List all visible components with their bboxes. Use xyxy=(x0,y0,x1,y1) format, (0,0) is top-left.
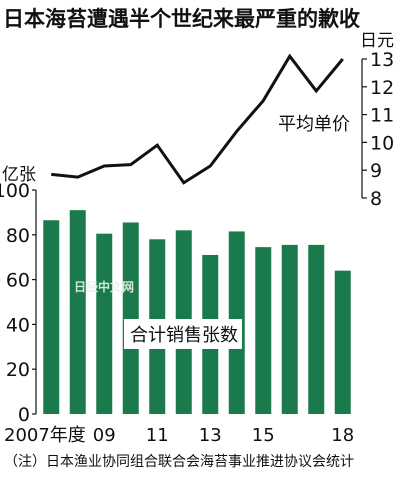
left-tick-label: 60 xyxy=(6,270,30,292)
bar-2017 xyxy=(308,244,325,414)
x-tick-label: 13 xyxy=(199,425,222,446)
bar-2015 xyxy=(255,247,272,414)
bar-2007 xyxy=(43,220,60,414)
line-series-label: 平均单价 xyxy=(278,114,350,135)
bar-2018 xyxy=(334,270,351,414)
bar-2016 xyxy=(281,244,298,414)
right-tick-label: 9 xyxy=(370,160,382,182)
left-tick-label: 80 xyxy=(6,225,30,247)
left-axis-unit: 亿张 xyxy=(2,165,36,185)
right-tick-label: 12 xyxy=(370,77,394,99)
watermark: 日经中文网 xyxy=(74,279,134,294)
right-axis-unit: 日元 xyxy=(360,31,394,51)
footnote: （注）日本渔业协同组合联合会海苔事业推进协议会统计 xyxy=(4,453,354,470)
x-tick-label: 2007年度 xyxy=(4,425,86,446)
bar-2010 xyxy=(122,222,139,414)
bar-2009 xyxy=(96,233,113,414)
bar-series-label-background xyxy=(124,319,242,349)
left-tick-label: 40 xyxy=(6,314,30,336)
chart-title: 日本海苔遭遇半个世纪来最严重的歉收 xyxy=(3,7,360,31)
right-tick-label: 13 xyxy=(370,49,394,71)
x-tick-label: 15 xyxy=(252,425,275,446)
left-tick-label: 0 xyxy=(18,404,30,426)
left-tick-label: 20 xyxy=(6,359,30,381)
right-tick-label: 8 xyxy=(370,188,382,210)
left-tick-label: 100 xyxy=(0,180,30,202)
x-tick-label: 09 xyxy=(93,425,116,446)
bar-series-label: 合计销售张数 xyxy=(130,325,238,346)
bar-2008 xyxy=(69,210,86,414)
price-line xyxy=(51,53,344,185)
right-tick-label: 10 xyxy=(370,132,394,154)
x-tick-label: 18 xyxy=(331,425,354,446)
right-tick-label: 11 xyxy=(370,105,394,127)
x-tick-label: 11 xyxy=(146,425,169,446)
